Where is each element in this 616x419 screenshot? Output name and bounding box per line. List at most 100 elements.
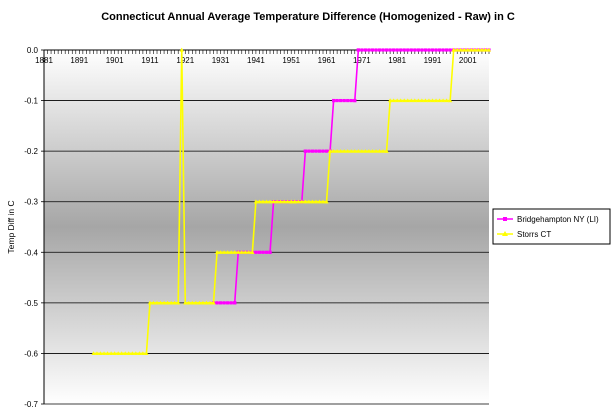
data-point	[257, 250, 262, 254]
data-point	[419, 98, 424, 103]
data-point	[275, 199, 280, 204]
data-point	[133, 351, 138, 356]
data-point	[430, 48, 435, 52]
chart-title: Connecticut Annual Average Temperature D…	[101, 11, 515, 23]
data-point	[313, 199, 318, 204]
data-point	[448, 98, 453, 103]
data-point	[310, 199, 315, 204]
x-axis-tick-labels: 1881 1891 1901 1911 1921 1931 1941 1951 1961 1971…	[35, 56, 477, 65]
x-tick-label: 1891	[70, 56, 88, 65]
data-point	[331, 148, 336, 153]
data-point	[243, 250, 248, 254]
data-point	[303, 149, 307, 153]
data-point	[437, 48, 442, 52]
data-point	[102, 351, 107, 356]
data-point	[183, 300, 188, 305]
data-point	[105, 351, 110, 356]
legend-box	[492, 208, 611, 245]
data-point	[437, 98, 442, 103]
data-point	[462, 47, 467, 52]
legend-label-bridgehampton: Bridgehampton NY (LI)	[517, 215, 599, 224]
data-point	[381, 48, 385, 52]
data-point	[335, 148, 340, 153]
data-point	[186, 300, 191, 305]
data-point	[409, 98, 414, 103]
data-point	[119, 351, 124, 356]
y-tick-label: -0.3	[24, 198, 38, 207]
x-tick-label: 1951	[282, 56, 300, 65]
data-point	[328, 148, 333, 153]
data-point	[190, 300, 195, 305]
legend: Bridgehampton NY (LI) Storrs CT	[492, 208, 611, 245]
data-point	[109, 351, 114, 356]
data-point	[416, 48, 420, 52]
data-point	[200, 300, 205, 305]
data-point	[353, 98, 357, 103]
data-point	[225, 250, 230, 254]
data-point	[367, 48, 371, 52]
data-point	[310, 149, 315, 153]
data-point	[222, 301, 226, 305]
data-point	[451, 47, 456, 52]
y-tick-label: -0.5	[24, 299, 38, 308]
data-point	[455, 47, 460, 52]
data-point	[395, 48, 399, 52]
data-point	[399, 48, 403, 52]
data-point	[254, 250, 258, 254]
data-point	[268, 199, 273, 204]
data-point	[349, 148, 354, 153]
y-tick-label: -0.1	[24, 97, 38, 106]
data-point	[363, 48, 367, 52]
data-point	[479, 47, 484, 52]
data-point	[406, 48, 410, 52]
data-point	[377, 48, 382, 52]
data-point	[261, 250, 265, 254]
data-point	[172, 300, 177, 305]
x-tick-label: 1881	[35, 56, 53, 65]
data-point	[307, 149, 311, 153]
data-point	[218, 250, 223, 254]
x-tick-label: 1941	[247, 56, 265, 65]
x-tick-label: 1991	[424, 56, 442, 65]
data-point	[179, 47, 184, 52]
data-point	[130, 351, 135, 356]
data-point	[324, 149, 329, 153]
data-point	[162, 300, 167, 305]
data-point	[448, 48, 452, 52]
data-point	[370, 148, 375, 153]
data-point	[197, 300, 202, 305]
data-point	[342, 98, 346, 103]
data-point	[306, 199, 311, 204]
data-point	[338, 148, 343, 153]
series-layer	[91, 47, 491, 356]
data-point	[441, 48, 445, 52]
data-point	[257, 199, 262, 204]
data-point	[292, 199, 297, 204]
y-axis-tick-labels: 0.0 -0.1 -0.2 -0.3 -0.4 -0.5 -0.6 -0.7	[24, 46, 38, 409]
data-point	[260, 199, 265, 204]
data-point	[426, 98, 431, 103]
data-point	[222, 250, 227, 254]
data-point	[416, 98, 421, 103]
data-point	[345, 148, 350, 153]
data-point	[158, 300, 163, 305]
data-point	[483, 47, 488, 52]
data-point	[391, 98, 396, 103]
data-point	[363, 148, 368, 153]
data-point	[420, 48, 424, 52]
y-tick-label: -0.2	[24, 147, 38, 156]
series-line	[213, 49, 489, 304]
data-point	[402, 48, 406, 52]
data-point	[412, 98, 417, 103]
data-point	[239, 250, 244, 254]
data-point	[335, 98, 339, 103]
data-point	[233, 301, 237, 305]
data-point	[324, 199, 329, 204]
x-tick-label: 1921	[176, 56, 194, 65]
data-point	[377, 148, 382, 153]
data-point	[271, 199, 276, 204]
data-point	[278, 199, 283, 204]
data-point	[434, 48, 438, 52]
data-point	[232, 250, 237, 254]
data-point	[332, 98, 336, 103]
